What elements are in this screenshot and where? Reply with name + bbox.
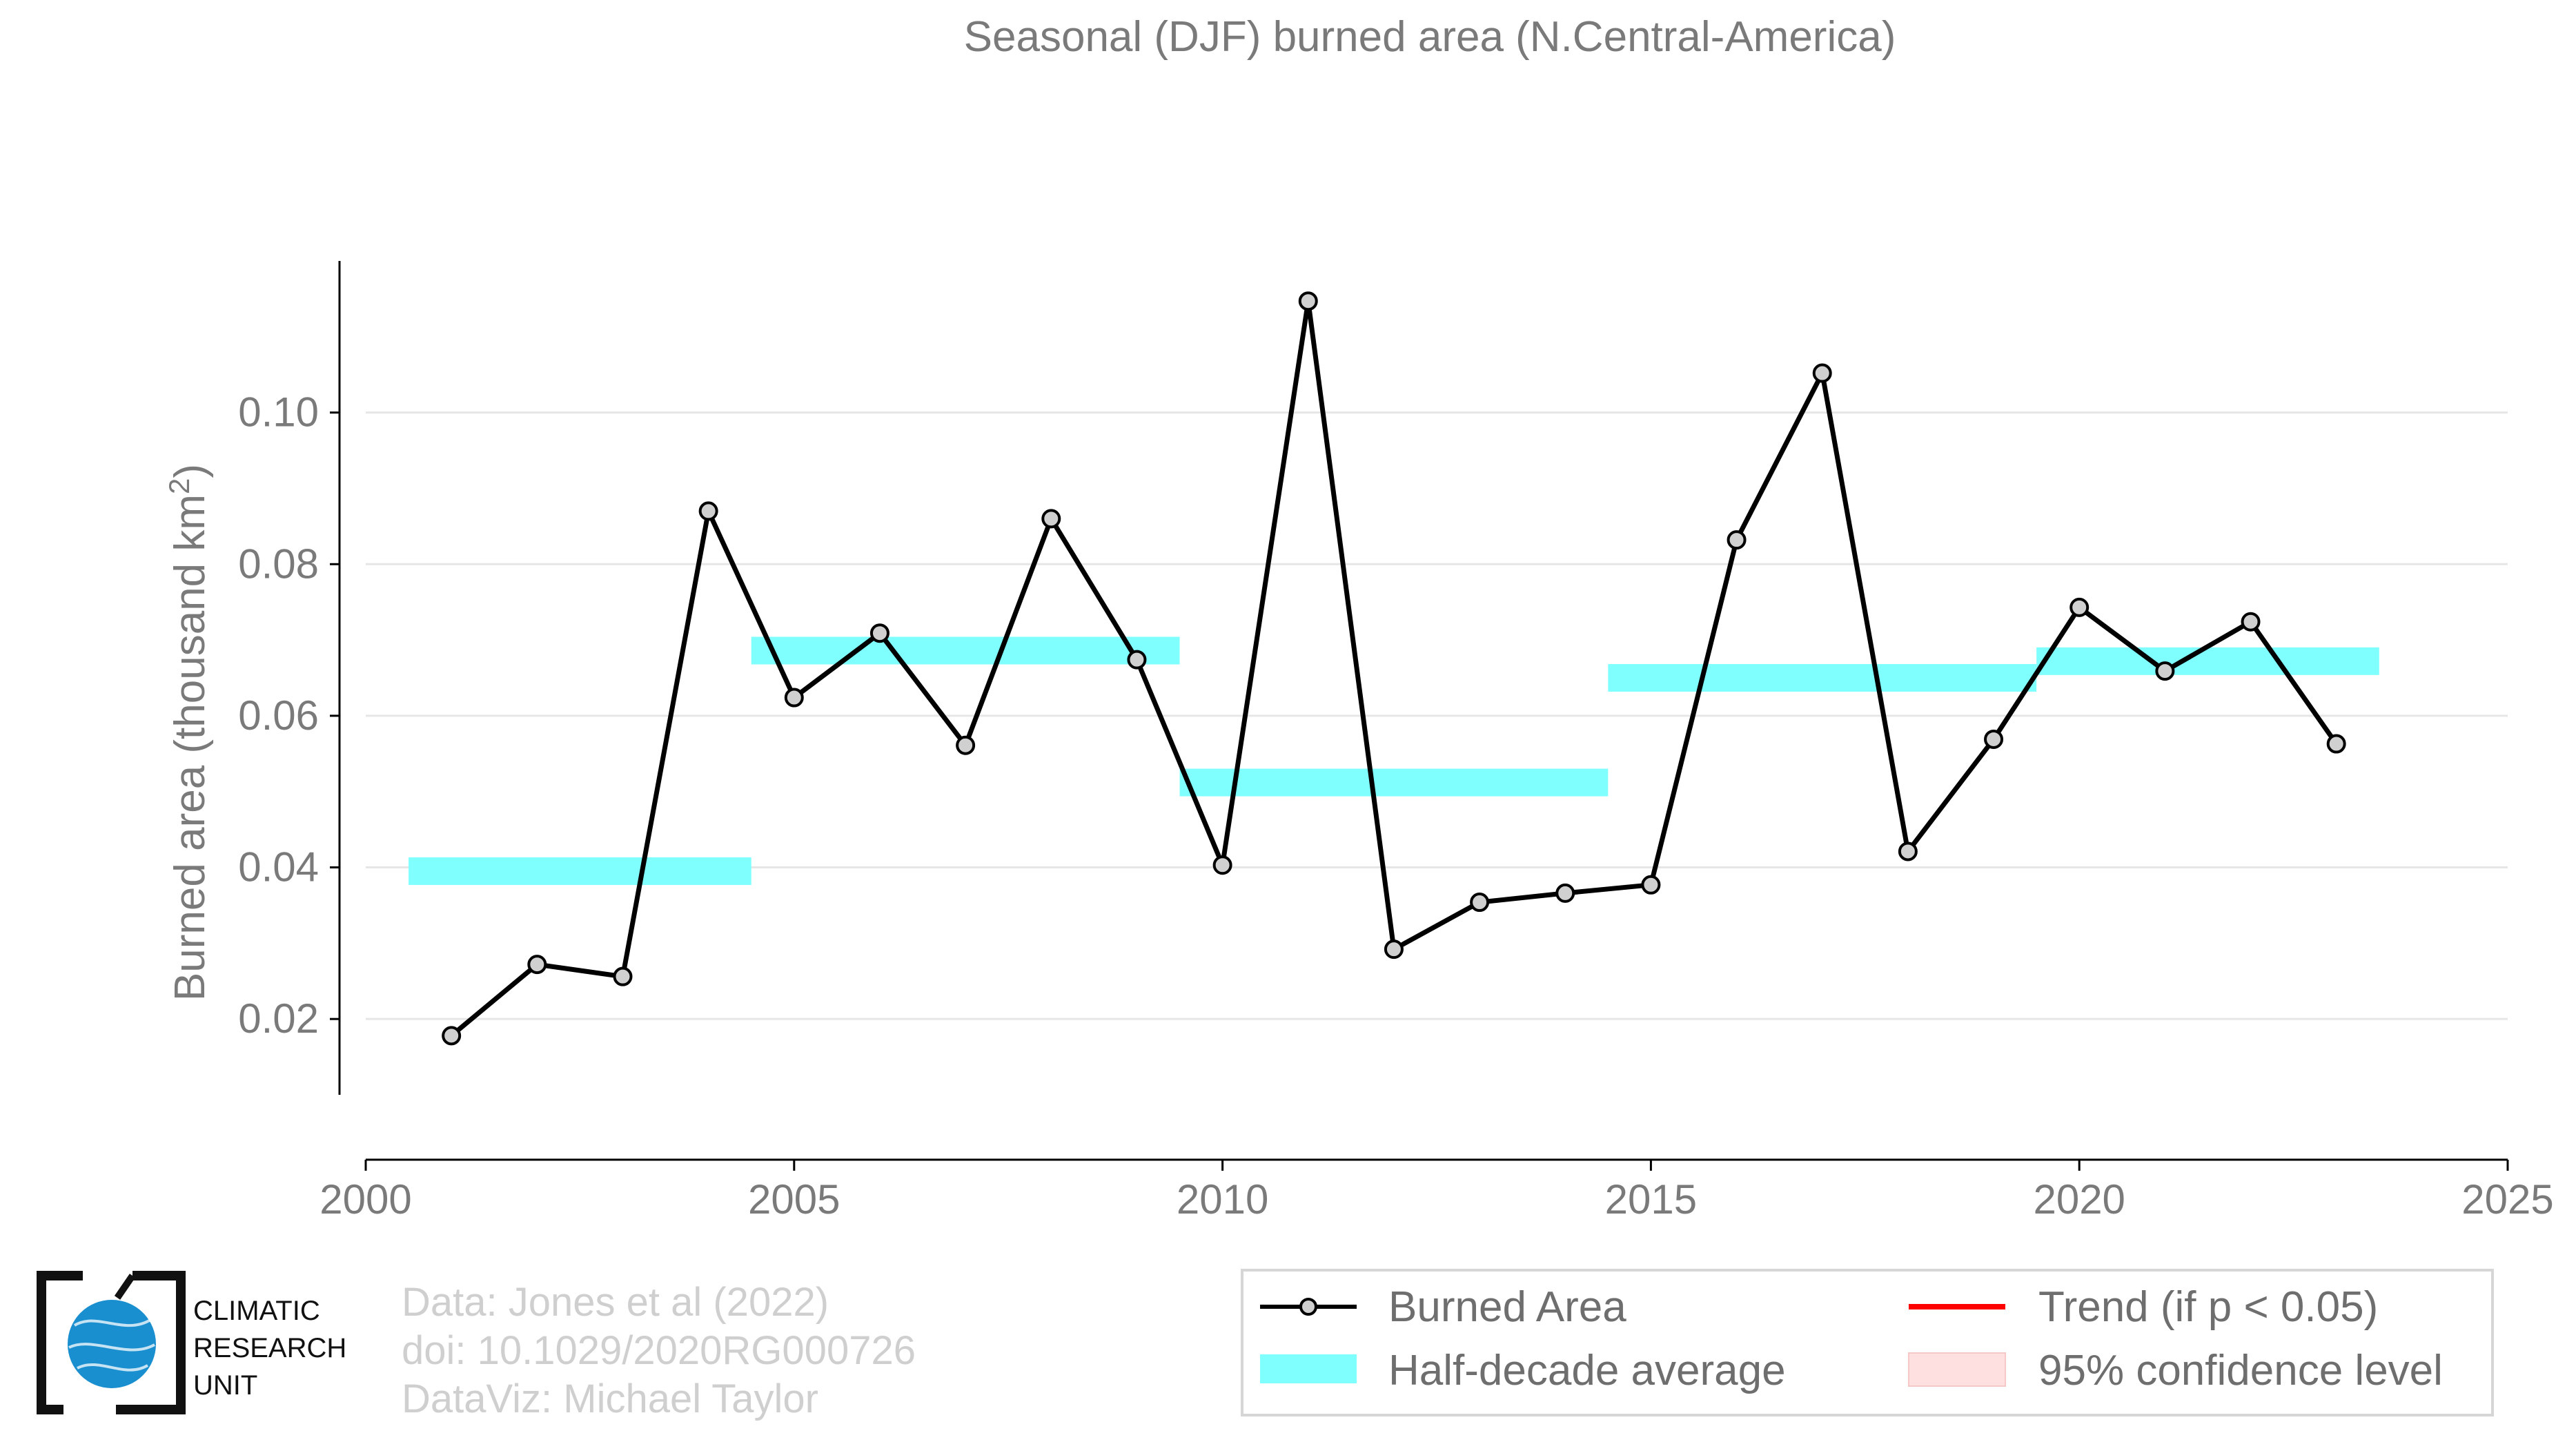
half-decade-band: [751, 636, 1180, 665]
data-point: [869, 623, 889, 643]
x-tick-label: 2025: [2461, 1176, 2553, 1223]
data-point: [1384, 939, 1404, 960]
data-point: [1041, 509, 1061, 529]
chart-title: Seasonal (DJF) burned area (N.Central-Am…: [964, 13, 1896, 61]
logo-bracket-right: [116, 1271, 186, 1414]
half-decade-band: [409, 857, 751, 886]
legend: Burned Area Trend (if p < 0.05) Half-dec…: [1241, 1269, 2494, 1416]
y-tick-label: 0.08: [238, 541, 319, 587]
legend-box: [1241, 1269, 2494, 1416]
data-point: [2155, 661, 2175, 681]
legend-label-half-decade: Half-decade average: [1388, 1347, 1786, 1394]
data-point: [527, 955, 547, 975]
data-point: [2069, 597, 2090, 617]
logo-text-climatic: CLIMATIC: [193, 1296, 320, 1326]
legend-swatch-confidence: [1908, 1352, 2006, 1387]
y-axis-label-main: Burned area (thousand km: [166, 494, 214, 1001]
data-point: [1898, 841, 1918, 861]
half-decade-band: [1179, 768, 1609, 797]
half-decade-band: [1608, 664, 2037, 692]
legend-label-confidence: 95% confidence level: [2038, 1347, 2443, 1394]
data-point: [1812, 363, 1832, 383]
half-decade-bands: [409, 636, 2379, 886]
legend-label-burned-area: Burned Area: [1388, 1283, 1626, 1331]
data-point: [1555, 883, 1575, 903]
cru-logo: CLIMATIC RESEARCH UNIT: [37, 1271, 346, 1414]
data-point: [1212, 855, 1232, 875]
credit-doi: doi: 10.1029/2020RG000726: [402, 1328, 916, 1373]
x-tick-label: 2010: [1177, 1176, 1268, 1223]
data-point: [784, 688, 804, 708]
data-point: [1727, 530, 1747, 550]
data-point: [1127, 650, 1147, 670]
y-tick-label: 0.10: [238, 389, 319, 436]
y-tick-label: 0.02: [238, 995, 319, 1042]
globe-contour-1: [73, 1318, 152, 1327]
y-ticks: 0.02 0.04 0.06 0.08 0.10: [238, 389, 340, 1042]
logo-text-unit: UNIT: [193, 1370, 257, 1401]
y-axis-label-sup: 2: [163, 478, 195, 494]
data-point: [956, 735, 976, 755]
data-point: [613, 966, 633, 986]
credit-dataviz: DataViz: Michael Taylor: [402, 1376, 818, 1421]
y-tick-label: 0.04: [238, 844, 319, 890]
data-point: [1984, 729, 2004, 749]
x-ticks: 2000 2005 2010 2015 2020 2025: [319, 1160, 2554, 1223]
logo-text-research: RESEARCH: [193, 1333, 346, 1363]
data-point: [1298, 291, 1318, 311]
x-tick-label: 2000: [319, 1176, 411, 1223]
globe-contour-2: [68, 1343, 155, 1352]
data-point: [698, 501, 718, 521]
y-axis-label-end: ): [166, 464, 214, 478]
data-point: [1470, 893, 1490, 913]
half-decade-band: [2036, 647, 2379, 675]
burned-area-points: [442, 291, 2346, 1046]
axes: [338, 261, 2508, 1161]
legend-swatch-half-decade: [1260, 1354, 1357, 1383]
data-point: [442, 1026, 462, 1046]
y-tick-label: 0.06: [238, 692, 319, 739]
logo-bracket-left: [37, 1271, 83, 1414]
x-tick-label: 2005: [748, 1176, 840, 1223]
logo-bracket-tick: [114, 1274, 136, 1300]
legend-marker-burned-area: [1299, 1298, 1317, 1316]
x-tick-label: 2020: [2033, 1176, 2125, 1223]
data-point: [2326, 734, 2346, 754]
credit-data-source: Data: Jones et al (2022): [402, 1280, 829, 1325]
y-axis-label: Burned area (thousand km2): [163, 464, 214, 1001]
x-tick-label: 2015: [1605, 1176, 1697, 1223]
globe-contour-3: [77, 1363, 149, 1372]
legend-label-trend: Trend (if p < 0.05): [2038, 1283, 2378, 1331]
data-point: [1641, 875, 1661, 895]
data-point: [2241, 612, 2261, 632]
